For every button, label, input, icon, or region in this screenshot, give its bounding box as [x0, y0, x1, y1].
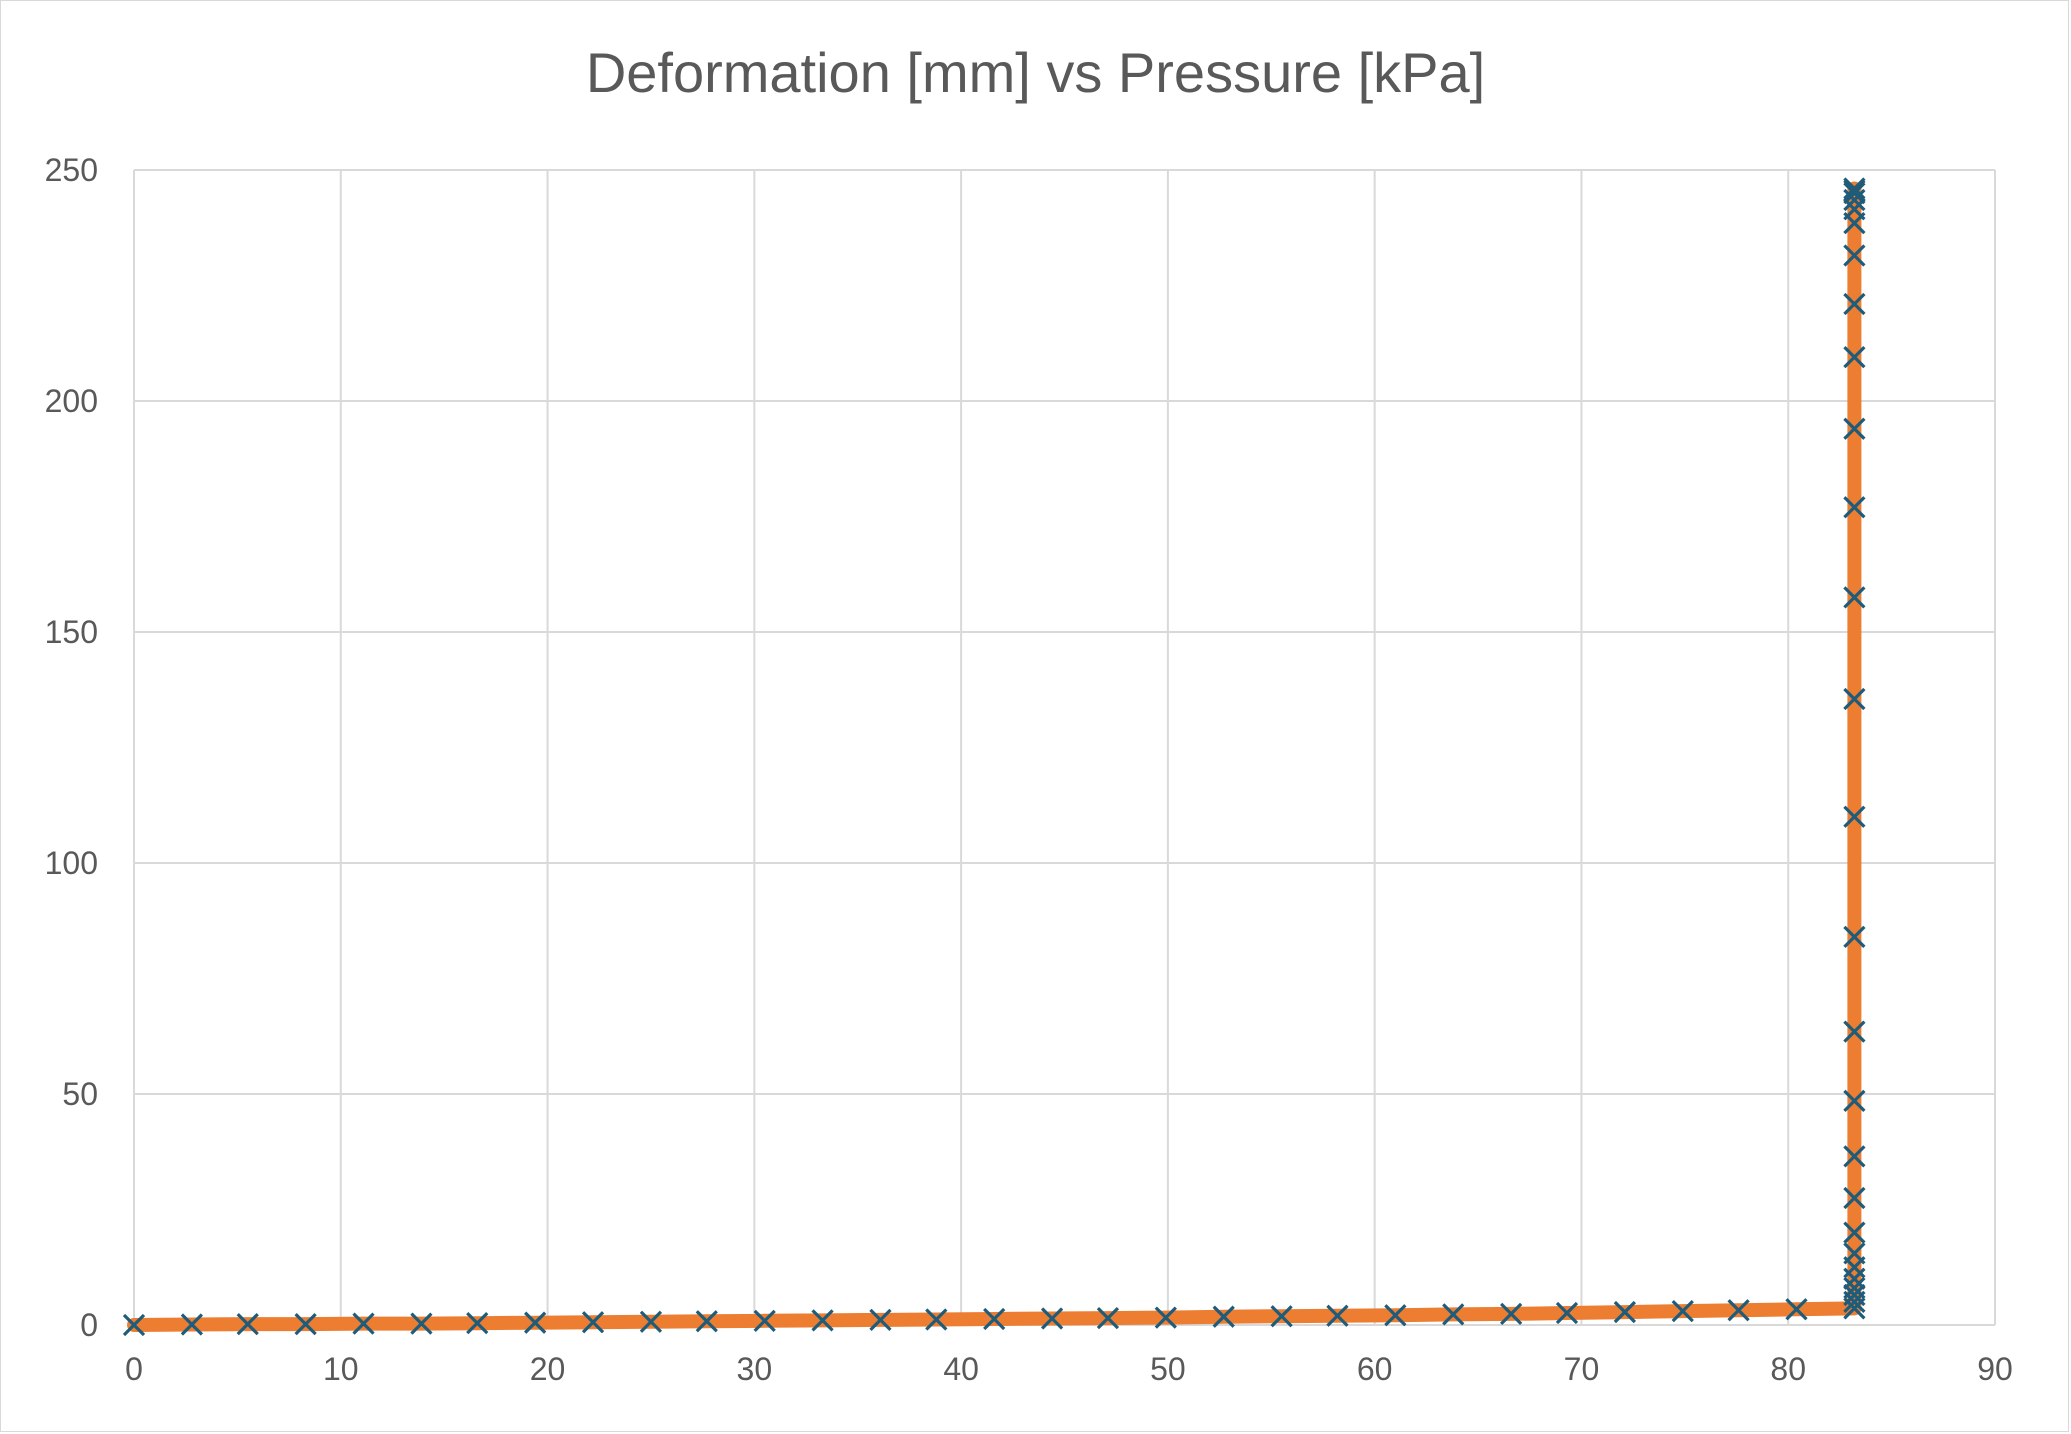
y-tick-label: 50 — [62, 1076, 98, 1112]
gridlines — [133, 169, 1996, 1326]
data-point — [1843, 1186, 1866, 1210]
x-tick-label: 10 — [323, 1351, 359, 1387]
data-point — [1843, 244, 1866, 267]
data-point — [1671, 1300, 1694, 1323]
data-point — [1843, 1089, 1866, 1113]
data-point — [1843, 181, 1866, 205]
series-line-0 — [127, 181, 1862, 1332]
data-point — [811, 1309, 834, 1332]
data-point — [639, 1310, 663, 1333]
data-point — [1500, 1302, 1523, 1326]
data-point — [1613, 1300, 1637, 1324]
data-point — [294, 1312, 317, 1336]
data-point — [1843, 292, 1866, 316]
x-tick-label: 20 — [530, 1351, 566, 1387]
y-tick-label: 0 — [80, 1307, 98, 1343]
data-point — [1843, 177, 1866, 200]
x-tick-label: 70 — [1564, 1351, 1600, 1387]
data-point — [410, 1312, 433, 1335]
x-tick-label: 60 — [1357, 1351, 1393, 1387]
data-point — [1843, 496, 1866, 519]
data-point — [1843, 1020, 1866, 1043]
data-point — [1843, 345, 1866, 369]
data-point — [524, 1311, 547, 1334]
data-point — [1843, 1276, 1866, 1300]
data-point — [1843, 1221, 1866, 1244]
data-point — [352, 1312, 375, 1335]
y-tick-label: 250 — [45, 152, 98, 188]
data-point — [1384, 1304, 1407, 1327]
data-point — [1154, 1306, 1177, 1329]
x-tick-label: 30 — [737, 1351, 773, 1387]
data-point — [1096, 1306, 1120, 1330]
data-point — [1843, 586, 1866, 609]
data-point — [180, 1313, 204, 1336]
data-point — [466, 1312, 489, 1335]
data-point — [1843, 198, 1866, 221]
series-line — [127, 181, 1862, 1332]
data-point — [1040, 1307, 1064, 1330]
y-tick-label: 150 — [45, 614, 98, 650]
data-point — [581, 1311, 605, 1334]
series-markers — [122, 177, 1866, 1337]
data-point — [695, 1310, 718, 1333]
data-point — [1727, 1299, 1750, 1322]
x-tick-label: 80 — [1770, 1351, 1806, 1387]
data-point — [236, 1312, 259, 1336]
x-tick-label: 90 — [1977, 1351, 2013, 1387]
data-point — [925, 1308, 948, 1331]
data-point — [1843, 417, 1866, 440]
data-point — [1326, 1304, 1349, 1327]
data-point — [1843, 925, 1866, 949]
chart-title: Deformation [mm] vs Pressure [kPa] — [585, 41, 1486, 104]
data-point — [1442, 1303, 1465, 1326]
x-tick-label: 0 — [125, 1351, 143, 1387]
data-point — [1843, 179, 1866, 202]
y-tick-label: 100 — [45, 845, 98, 881]
data-point — [1555, 1301, 1579, 1325]
data-point — [1843, 1283, 1866, 1307]
x-tick-label: 50 — [1150, 1351, 1186, 1387]
data-point — [1843, 805, 1866, 828]
data-point — [753, 1309, 776, 1332]
data-point — [1785, 1298, 1808, 1321]
data-point — [869, 1308, 892, 1332]
data-point — [1270, 1305, 1293, 1328]
data-point — [122, 1313, 146, 1337]
x-tick-label: 40 — [943, 1351, 979, 1387]
data-point — [1843, 687, 1866, 711]
data-point — [1843, 1242, 1866, 1265]
data-point — [983, 1307, 1006, 1331]
data-point — [1212, 1305, 1235, 1328]
data-point — [1843, 1145, 1866, 1168]
y-tick-label: 200 — [45, 383, 98, 419]
axes: 0 10 20 30 40 50 60 70 80 90 0 50 100 150 200 250 — [45, 152, 2013, 1387]
